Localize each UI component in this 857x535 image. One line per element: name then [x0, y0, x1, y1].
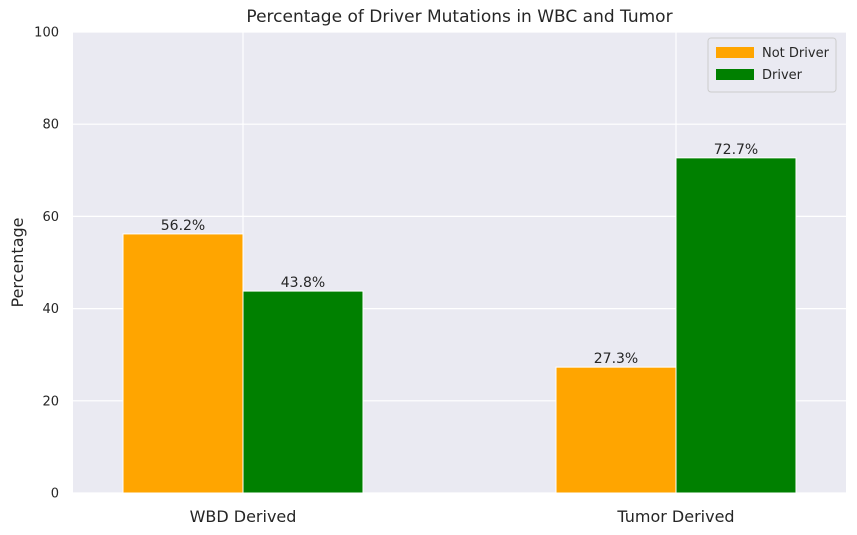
y-tick-label-1: 20: [42, 394, 59, 409]
bar-1-1: [675, 157, 797, 494]
data-labels: 56.2% 27.3% 43.8% 72.7%: [161, 142, 758, 367]
x-tick-label-1: Tumor Derived: [616, 507, 734, 526]
y-tick-label-2: 40: [42, 302, 59, 317]
bar-0-0: [122, 233, 244, 494]
legend-label-1: Driver: [762, 68, 803, 83]
data-label-1-1: 72.7%: [714, 142, 758, 158]
data-label-0-0: 56.2%: [161, 218, 205, 234]
chart-title: Percentage of Driver Mutations in WBC an…: [246, 7, 672, 27]
legend-swatch-0: [716, 47, 754, 58]
data-label-1-0: 43.8%: [281, 275, 325, 291]
bar-0-1: [555, 366, 677, 494]
bar-1-0: [242, 290, 364, 494]
legend-swatch-1: [716, 69, 754, 80]
bars: [122, 157, 797, 494]
y-axis-label: Percentage: [8, 217, 27, 307]
y-axis-ticks: 0 20 40 60 80 100: [34, 26, 59, 502]
y-tick-label-4: 80: [42, 118, 59, 133]
y-tick-label-5: 100: [34, 26, 59, 41]
y-tick-label-0: 0: [51, 487, 59, 502]
legend: Not Driver Driver: [707, 37, 837, 93]
x-axis-ticks: WBD Derived Tumor Derived: [190, 507, 735, 526]
legend-label-0: Not Driver: [762, 46, 830, 61]
x-tick-label-0: WBD Derived: [190, 507, 297, 526]
y-tick-label-3: 60: [42, 210, 59, 225]
data-label-0-1: 27.3%: [594, 351, 638, 367]
